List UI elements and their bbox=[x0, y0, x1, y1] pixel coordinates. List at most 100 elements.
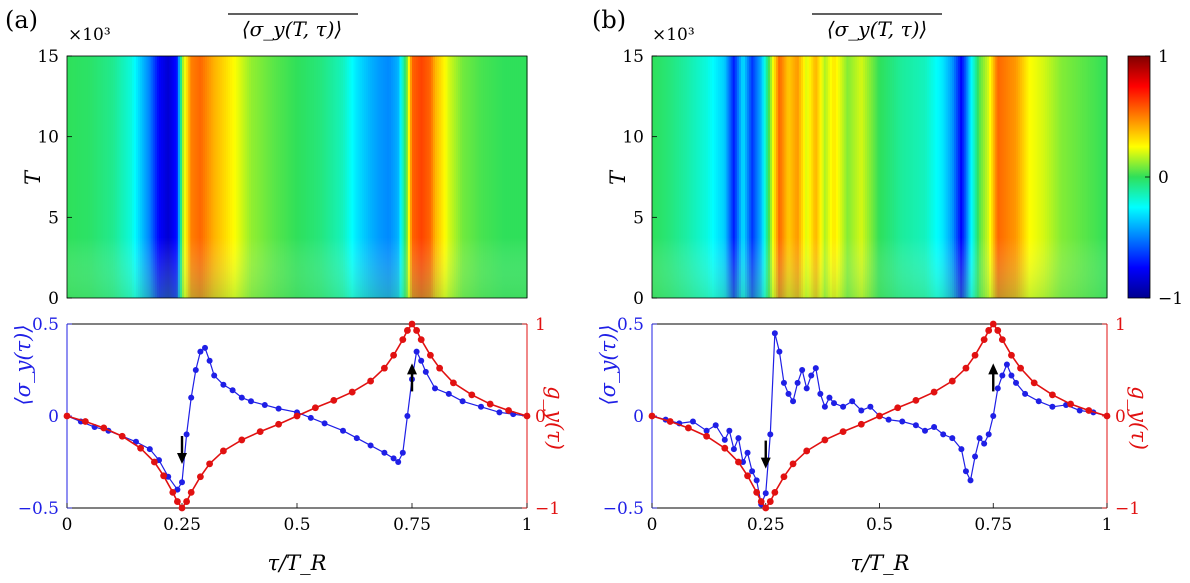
heatmap-b: 0 5 10 15 bbox=[622, 47, 1108, 309]
left-ylabel-a: ⟨σ_y(τ)⟩ bbox=[11, 324, 35, 405]
sigma-point bbox=[188, 394, 195, 401]
sigma-point bbox=[749, 468, 756, 475]
line-plot-a: 0 0.25 0.5 0.75 1−0.500.5−101 bbox=[18, 315, 560, 535]
g-point bbox=[1049, 391, 1056, 399]
sigma-point bbox=[459, 398, 466, 405]
heatmap-title-a: ⟨σ_y(T, τ)⟩ bbox=[242, 17, 342, 41]
sigma-point bbox=[367, 442, 374, 449]
heatmap-frame bbox=[651, 55, 1108, 299]
sigma-point bbox=[976, 435, 983, 442]
g-point bbox=[160, 472, 168, 480]
sigma-point bbox=[418, 357, 425, 364]
sigma-point bbox=[689, 418, 696, 425]
sigma-point bbox=[817, 390, 824, 397]
sigma-point bbox=[994, 385, 1001, 392]
g-point bbox=[771, 488, 779, 496]
g-point bbox=[399, 336, 407, 344]
sigma-point bbox=[967, 477, 974, 484]
g-point bbox=[744, 472, 751, 480]
sigma-point bbox=[445, 390, 452, 397]
sigma-point bbox=[958, 446, 965, 453]
g-point bbox=[450, 379, 457, 387]
right-ytick-label: −1 bbox=[535, 499, 560, 519]
sigma-point bbox=[808, 372, 815, 379]
g-point bbox=[390, 351, 397, 359]
sigma-point bbox=[999, 372, 1006, 379]
heatmap-multiplier-a: ×10³ bbox=[68, 25, 111, 45]
left-ytick-label: −0.5 bbox=[18, 499, 59, 519]
line-plot-b: 0 0.25 0.5 0.75 1−0.500.5−101 bbox=[603, 315, 1140, 535]
g-point bbox=[523, 412, 531, 420]
g-point bbox=[685, 424, 692, 432]
g-point bbox=[436, 364, 443, 372]
sigma-point bbox=[1013, 379, 1019, 386]
sigma-point bbox=[1035, 398, 1042, 405]
g-point bbox=[413, 327, 420, 334]
right-ytick-label: −1 bbox=[1115, 499, 1140, 519]
g-point bbox=[1085, 407, 1093, 414]
xlabel-b: τ/T_R bbox=[850, 551, 909, 575]
sigma-point bbox=[985, 431, 992, 438]
sigma-point bbox=[206, 357, 213, 364]
panel-label-a: (a) bbox=[5, 6, 38, 34]
sigma-point bbox=[780, 379, 787, 386]
g-point bbox=[980, 336, 988, 344]
sigma-point bbox=[261, 401, 268, 408]
sigma-point bbox=[238, 394, 245, 401]
sigma-point bbox=[1076, 407, 1083, 414]
right-ytick-label: 0 bbox=[1115, 407, 1126, 427]
g-point bbox=[762, 504, 770, 512]
g-point bbox=[293, 412, 301, 420]
sigma-point bbox=[730, 446, 737, 453]
sigma-point bbox=[192, 367, 199, 373]
g-point bbox=[998, 336, 1006, 344]
g-point bbox=[753, 488, 761, 496]
sigma-point bbox=[821, 403, 828, 410]
g-point bbox=[348, 388, 356, 396]
g-point bbox=[985, 327, 993, 334]
xtick-label: 0.25 bbox=[163, 515, 201, 535]
g-point bbox=[404, 327, 411, 334]
sigma-point bbox=[790, 398, 797, 405]
sigma-point bbox=[197, 348, 204, 355]
sigma-point bbox=[133, 438, 139, 445]
sigma-point bbox=[767, 431, 774, 438]
sigma-point bbox=[799, 367, 806, 373]
xtick-label: 0.5 bbox=[866, 515, 893, 535]
sigma-point bbox=[885, 416, 892, 423]
xtick-label: 0.75 bbox=[974, 515, 1012, 535]
sigma-point bbox=[478, 403, 484, 410]
sigma-point bbox=[849, 398, 856, 405]
g-point bbox=[417, 336, 425, 344]
sigma-point bbox=[899, 418, 906, 425]
g-point bbox=[505, 407, 512, 414]
g-point bbox=[118, 432, 126, 440]
sigma-point bbox=[1022, 390, 1029, 397]
sigma-point bbox=[753, 477, 760, 484]
xtick-label: 1 bbox=[1102, 515, 1113, 535]
sigma-point bbox=[432, 385, 438, 392]
g-point bbox=[962, 364, 970, 372]
sigma-point bbox=[803, 385, 810, 392]
heatmap-ytick-label: 10 bbox=[622, 128, 644, 148]
sigma-point bbox=[399, 449, 406, 456]
g-point bbox=[994, 327, 1002, 334]
heatmap-ytick-label: 0 bbox=[633, 289, 644, 309]
g-point bbox=[648, 412, 656, 420]
g-point bbox=[1103, 412, 1111, 420]
left-ytick-label: 0.5 bbox=[617, 315, 644, 335]
g-point bbox=[876, 412, 883, 420]
sigma-point bbox=[771, 330, 778, 337]
sigma-point bbox=[726, 427, 733, 434]
g-point bbox=[721, 444, 729, 452]
left-ylabel-b: ⟨σ_y(τ)⟩ bbox=[596, 324, 620, 405]
sigma-point bbox=[949, 435, 956, 442]
sigma-point bbox=[229, 387, 236, 394]
xtick-label: 0.5 bbox=[283, 515, 310, 535]
arrow-up-icon bbox=[988, 363, 999, 375]
g-point bbox=[197, 473, 204, 481]
g-point bbox=[766, 498, 774, 505]
g-point bbox=[948, 377, 956, 385]
